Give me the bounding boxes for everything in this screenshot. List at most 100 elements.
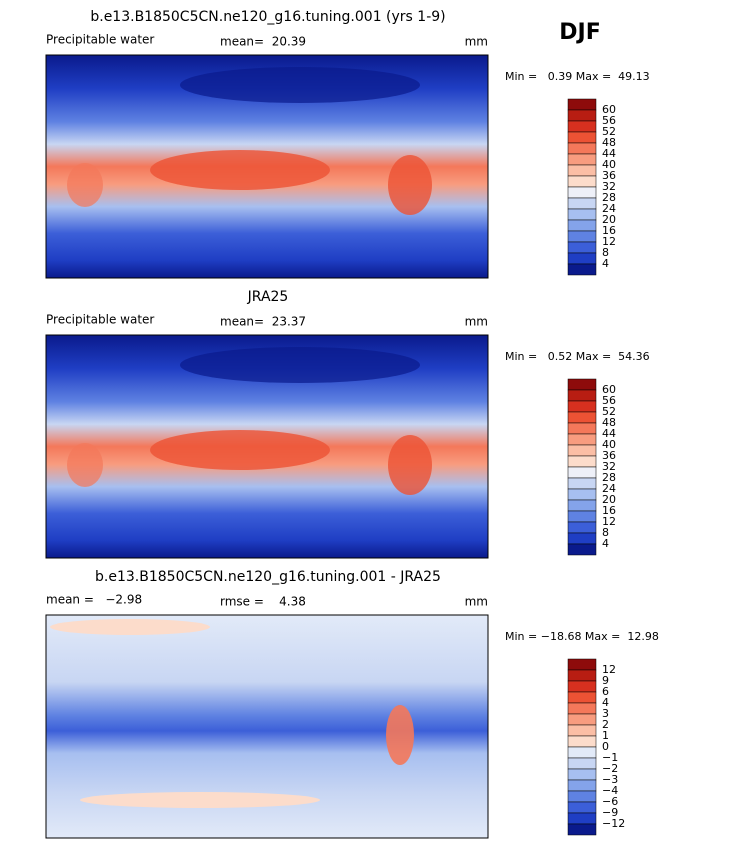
colorbar-box <box>567 230 597 243</box>
colorbar-box <box>567 400 597 413</box>
colorbar-box <box>567 197 597 210</box>
center-label: rmse = 4.38 <box>220 595 306 609</box>
colorbar-box <box>567 801 597 814</box>
colorbar-label: 56 <box>602 394 616 407</box>
left-label: mean = −2.98 <box>46 593 142 607</box>
colorbar-label: 28 <box>602 191 616 204</box>
colorbar-box <box>567 175 597 188</box>
colorbar-label: 2 <box>602 718 609 731</box>
colorbar-label: −12 <box>602 817 625 830</box>
units-label: mm <box>465 315 488 329</box>
colorbar-box <box>567 658 597 671</box>
colorbar-label: 60 <box>602 103 616 116</box>
colorbar-box <box>567 378 597 391</box>
min-max-label: Min = 0.39 Max = 49.13 <box>505 70 650 83</box>
amazon <box>388 435 432 495</box>
colorbar-box <box>567 543 597 556</box>
colorbar-box <box>567 499 597 512</box>
colorbar-box <box>567 252 597 265</box>
colorbar-label: 9 <box>602 674 609 687</box>
colorbar-label: 40 <box>602 158 616 171</box>
south-anomaly <box>80 792 320 808</box>
map-frame <box>45 334 489 559</box>
colorbar-label: 12 <box>602 663 616 676</box>
colorbar-label: 24 <box>602 482 616 495</box>
colorbar-box <box>567 680 597 693</box>
colorbar-label: 3 <box>602 707 609 720</box>
colorbar-box <box>567 669 597 682</box>
center-label: mean= 23.37 <box>220 315 306 329</box>
colorbar-box <box>567 477 597 490</box>
colorbar-label: 36 <box>602 169 616 182</box>
amazon <box>388 155 432 215</box>
colorbar-box <box>567 510 597 523</box>
africa <box>67 163 103 207</box>
colorbar-box <box>567 444 597 457</box>
colorbar-label: −2 <box>602 762 618 775</box>
units-label: mm <box>465 35 488 49</box>
colorbar-box <box>567 790 597 803</box>
warm-pool <box>150 150 330 190</box>
colorbar-box <box>567 532 597 545</box>
colorbar-box <box>567 120 597 133</box>
colorbar-box <box>567 241 597 254</box>
colorbar-label: 6 <box>602 685 609 698</box>
colorbar-box <box>567 109 597 122</box>
africa <box>67 443 103 487</box>
arctic-land <box>180 347 420 383</box>
colorbar-label: 44 <box>602 427 616 440</box>
colorbar-box <box>567 746 597 759</box>
colorbar-label: 36 <box>602 449 616 462</box>
colorbar-box <box>567 411 597 424</box>
panel-title: b.e13.B1850C5CN.ne120_g16.tuning.001 - J… <box>95 569 441 585</box>
colorbar-box <box>567 713 597 726</box>
panel-title: b.e13.B1850C5CN.ne120_g16.tuning.001 (yr… <box>90 9 445 25</box>
colorbar-label: −1 <box>602 751 618 764</box>
colorbar-label: 4 <box>602 537 609 550</box>
colorbar-label: 32 <box>602 460 616 473</box>
andes-anomaly <box>386 705 414 765</box>
colorbar-box <box>567 186 597 199</box>
colorbar-box <box>567 422 597 435</box>
colorbar-label: 48 <box>602 136 616 149</box>
colorbar-label: 24 <box>602 202 616 215</box>
colorbar-label: 0 <box>602 740 609 753</box>
colorbar-box <box>567 219 597 232</box>
colorbar-label: −3 <box>602 773 618 786</box>
colorbar-label: 12 <box>602 515 616 528</box>
colorbar-label: 4 <box>602 257 609 270</box>
colorbar-label: 8 <box>602 526 609 539</box>
colorbar-box <box>567 98 597 111</box>
min-max-label: Min = 0.52 Max = 54.36 <box>505 350 650 363</box>
left-label: Precipitable water <box>46 313 154 327</box>
colorbar-label: 8 <box>602 246 609 259</box>
arctic-land <box>180 67 420 103</box>
units-label: mm <box>465 595 488 609</box>
colorbar-box <box>567 757 597 770</box>
colorbar-label: 44 <box>602 147 616 160</box>
map-frame <box>45 54 489 279</box>
colorbar-label: 32 <box>602 180 616 193</box>
colorbar-box <box>567 466 597 479</box>
colorbar-label: 12 <box>602 235 616 248</box>
colorbar-label: 16 <box>602 504 616 517</box>
colorbar-box <box>567 768 597 781</box>
season-label: DJF <box>559 20 600 45</box>
colorbar-label: 20 <box>602 493 616 506</box>
colorbar-box <box>567 735 597 748</box>
warm-pool <box>150 430 330 470</box>
colorbar-box <box>567 702 597 715</box>
map-frame <box>45 614 489 839</box>
min-max-label: Min = −18.68 Max = 12.98 <box>505 630 659 643</box>
colorbar-label: 56 <box>602 114 616 127</box>
colorbar-box <box>567 142 597 155</box>
colorbar-label: −9 <box>602 806 618 819</box>
colorbar-box <box>567 488 597 501</box>
colorbar-box <box>567 823 597 836</box>
colorbar-box <box>567 812 597 825</box>
colorbar-box <box>567 389 597 402</box>
colorbar-label: 1 <box>602 729 609 742</box>
colorbar-label: −4 <box>602 784 618 797</box>
colorbar-label: 20 <box>602 213 616 226</box>
